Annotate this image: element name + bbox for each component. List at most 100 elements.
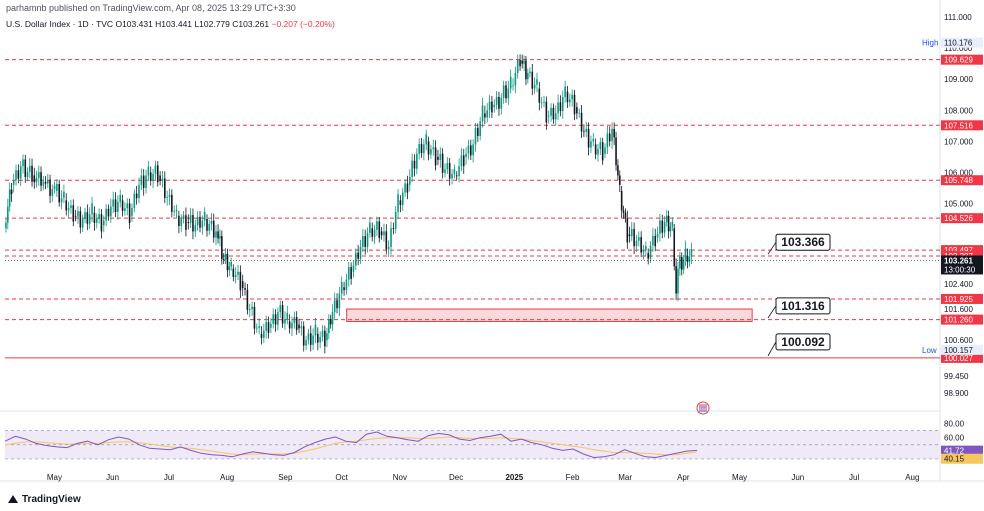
candle-body — [286, 312, 289, 320]
candle-body — [462, 155, 465, 167]
candle-body — [246, 289, 249, 310]
level-badge[interactable] — [941, 352, 983, 363]
candle-body — [222, 259, 225, 260]
candle-body — [477, 128, 479, 136]
candle-body — [295, 317, 298, 331]
level-badge-label: 105.748 — [944, 176, 973, 185]
candle-body — [617, 165, 619, 176]
candle-body — [119, 195, 122, 202]
candle-body — [142, 175, 145, 188]
candle-body — [161, 178, 164, 181]
candle-body — [203, 211, 206, 221]
candle-body — [516, 60, 519, 74]
candle-body — [373, 229, 376, 237]
candle-body — [33, 175, 36, 183]
candle-body — [608, 133, 611, 142]
candle-body — [566, 91, 569, 103]
candle-body — [221, 236, 223, 260]
candle-body — [667, 215, 670, 232]
candle-body — [133, 193, 136, 209]
candle-body — [37, 172, 40, 178]
last-price-badge[interactable] — [941, 255, 983, 275]
candle-body — [12, 180, 15, 185]
level-badge[interactable] — [941, 293, 983, 304]
symbol-name: U.S. Dollar Index · 1D · TVC — [6, 19, 114, 29]
level-badge[interactable] — [941, 245, 983, 256]
candle-body — [597, 149, 599, 155]
level-badge[interactable] — [941, 120, 983, 131]
level-badge[interactable] — [941, 175, 983, 186]
candle-body — [559, 102, 562, 112]
candle-body — [340, 282, 343, 294]
candle-body — [253, 306, 256, 329]
candle-body — [615, 137, 617, 166]
candle-body — [399, 200, 402, 206]
candle-body — [19, 166, 22, 179]
candle-body — [47, 179, 49, 184]
candle-body — [138, 184, 140, 199]
candle-body — [380, 231, 383, 236]
time-tick-label: Jul — [164, 473, 174, 482]
candle-body — [392, 228, 395, 229]
candle-body — [474, 128, 477, 145]
candle-body — [234, 274, 237, 277]
candle-body — [105, 208, 107, 221]
candle-body — [357, 252, 359, 259]
candle-body — [576, 107, 578, 114]
candle-body — [493, 104, 496, 108]
price-tick-label: 107.000 — [944, 137, 973, 146]
candle-body — [277, 312, 279, 325]
candle-body — [536, 79, 538, 85]
candle-body — [107, 208, 110, 217]
candle-body — [484, 113, 486, 118]
candle-body — [613, 128, 615, 138]
candle-body — [154, 165, 157, 174]
candle-body — [31, 165, 33, 182]
level-badge-label: 101.260 — [944, 316, 973, 325]
candle-body — [293, 317, 296, 324]
candle-body — [509, 76, 512, 89]
time-tick-label: Oct — [335, 473, 348, 482]
time-tick-label: Dec — [449, 473, 463, 482]
candle-body — [592, 138, 595, 142]
candle-body — [100, 214, 103, 232]
candle-body — [291, 323, 293, 329]
candle-body — [56, 184, 58, 192]
candle-body — [77, 211, 79, 217]
candle-body — [185, 215, 187, 230]
candle-body — [626, 218, 629, 243]
candle-body — [630, 229, 633, 237]
candle-body — [578, 112, 581, 114]
candle-body — [439, 153, 442, 160]
candle-body — [599, 142, 602, 150]
level-badge[interactable] — [941, 54, 983, 65]
candle-body — [40, 172, 42, 186]
candle-body — [606, 133, 609, 148]
candle-body — [585, 128, 588, 133]
candle-body — [258, 326, 260, 328]
callout-box[interactable] — [775, 333, 831, 351]
candle-body — [178, 215, 180, 226]
level-badge[interactable] — [941, 213, 983, 224]
candle-body — [684, 248, 687, 260]
callout-label: 100.092 — [781, 335, 825, 349]
us-flag-event-icon[interactable] — [696, 401, 710, 415]
candle-body — [124, 208, 126, 211]
callout-box[interactable] — [775, 297, 831, 315]
last-price-value: 103.261 — [944, 256, 973, 265]
candle-body — [686, 256, 689, 262]
candle-body — [164, 178, 166, 198]
candle-body — [263, 330, 265, 338]
candle-body — [545, 101, 548, 123]
candle-body — [212, 220, 215, 238]
support-zone[interactable] — [346, 308, 753, 322]
candle-body — [345, 279, 348, 291]
candle-body — [665, 215, 668, 223]
candle-body — [145, 175, 147, 188]
level-badge[interactable] — [941, 314, 983, 325]
tradingview-logo[interactable]: TradingView — [8, 494, 81, 505]
callout-box[interactable] — [775, 233, 831, 251]
candle-body — [500, 97, 503, 109]
rsi-value-label: 41.72 — [944, 447, 965, 456]
